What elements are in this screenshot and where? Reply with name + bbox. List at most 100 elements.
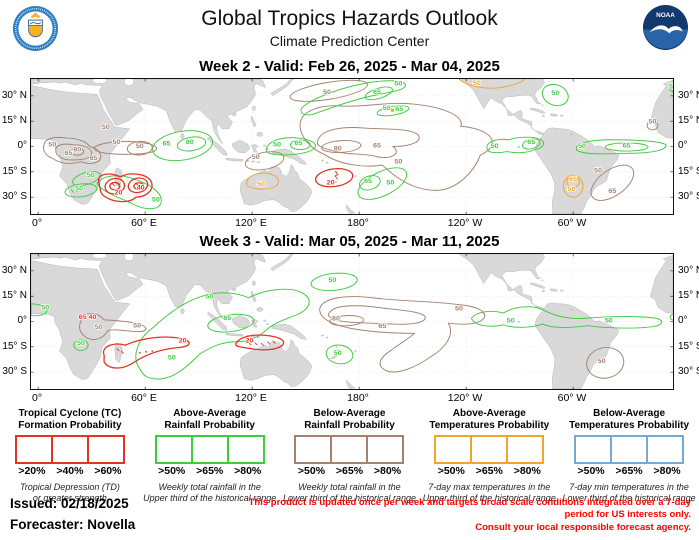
contour-label: 50 (394, 81, 402, 88)
legend-item-tc-formation: Tropical Cyclone (TC) Formation Probabili… (0, 408, 140, 503)
lat-label: 15° S (2, 166, 27, 177)
legend-title: Above-Average Rainfall Probability (164, 408, 255, 431)
legend-thresholds: >50% >65% >80% (577, 465, 681, 477)
contour-label: 50 (257, 181, 265, 188)
week2-title: Week 2 - Valid: Feb 26, 2025 - Mar 04, 2… (199, 58, 500, 75)
legend-item-above-rainfall: Above-Average Rainfall Probability >50% >6… (140, 408, 280, 503)
contour-label: 20 (114, 190, 122, 197)
contour-label: 50 (328, 277, 336, 284)
contour-label: 50 (334, 350, 342, 357)
lat-label: 15° N (678, 290, 699, 301)
week3-lon-axis: 0° 60° E 120° E 180° 120° W 60° W (0, 391, 699, 405)
lat-label: 30° S (678, 366, 699, 377)
lat-label: 0° (678, 140, 688, 151)
lon-label: 120° W (447, 217, 483, 229)
contour-label: 50 (113, 139, 121, 146)
tc-probability-box (14, 435, 125, 464)
lat-label: 15° S (678, 341, 699, 352)
contour-label: 65 (223, 315, 231, 322)
week2-map: 30° N 15° N 0° 15° S 30° S (0, 78, 699, 215)
contour-label: 50 (136, 143, 144, 150)
lon-label: 60° W (557, 217, 587, 229)
contour-label: 65 (569, 176, 577, 183)
legend-thresholds: >50% >65% >80% (297, 465, 402, 477)
contour-label: 50 (77, 340, 85, 347)
lon-label: 120° E (235, 392, 267, 404)
legend-item-above-temps: Above-Average Temperatures Probability >5… (419, 408, 559, 503)
lon-label: 180° (347, 392, 369, 404)
lat-label: 0° (678, 315, 688, 326)
lat-label: 30° N (1, 265, 27, 276)
lon-label: 60° E (131, 392, 157, 404)
legend-note: 7-day max temperatures in the Upper third… (422, 482, 556, 503)
lat-label: 15° N (1, 115, 27, 126)
contour-label: 40 (89, 314, 97, 321)
legend-thresholds: >50% >65% >80% (437, 465, 541, 477)
legend-note: 7-day min temperatures in the Lower third… (562, 482, 696, 503)
contour-label: 65 (89, 155, 97, 162)
legend-note: Weekly total rainfall in the Lower third … (282, 482, 417, 503)
contour-label: 50 (598, 358, 606, 365)
forecaster-name: Forecaster: Novella (10, 517, 136, 532)
contour-label: 65 (395, 106, 403, 113)
contour-label: 50 (273, 142, 281, 149)
week2-plot: 50 50 65 80 65 50 50 50 50 80 65 50 50 65 50 65 80 50 65 50… (30, 78, 674, 215)
lon-label: 0° (31, 217, 43, 229)
contour-label: 50 (48, 142, 56, 149)
contour-label: 50 (594, 168, 602, 175)
contour-label: 65 (64, 150, 72, 157)
week3-plot: 50 50 50 65 50 50 50 50 50 50 50 80 65 50 50 65 40 20 20 (30, 253, 674, 390)
noaa-logo-icon: NOAA (642, 4, 689, 51)
above-temp-probability-box (434, 435, 545, 464)
contour-label: 50 (567, 186, 575, 193)
contour-label: 50 (386, 180, 394, 187)
lat-label: 15° S (678, 166, 699, 177)
lat-label: 30° S (2, 191, 27, 202)
lon-label: 0° (31, 392, 43, 404)
lat-label: 30° N (1, 90, 27, 101)
contour-label: 20 (327, 180, 335, 187)
contour-label: 40 (137, 185, 145, 192)
contour-label: 50 (168, 355, 176, 362)
week3-title: Week 3 - Valid: Mar 05, 2025 - Mar 11, 2… (199, 233, 500, 250)
lat-label: 15° S (2, 341, 27, 352)
contour-label: 80 (186, 139, 194, 146)
page-title: Global Tropics Hazards Outlook (201, 7, 498, 30)
contour-label: 50 (578, 143, 586, 150)
legend-title: Above-Average Temperatures Probability (429, 408, 550, 431)
legend-item-below-rainfall: Below-Average Rainfall Probability >50% >6… (280, 408, 420, 503)
contour-label: 50 (323, 89, 331, 96)
legend-title: Below-Average Rainfall Probability (304, 408, 395, 431)
contour-label: 50 (669, 83, 673, 90)
week3-map: 30° N 15° N 0° 15° S 30° S (0, 253, 699, 390)
legend: Tropical Cyclone (TC) Formation Probabili… (0, 408, 699, 503)
contour-label: 80 (334, 146, 342, 153)
above-rain-probability-box (154, 435, 265, 464)
legend-note: Tropical Depression (TD) or greater stren… (19, 482, 120, 503)
contour-label: 50 (383, 105, 391, 112)
lat-label: 30° S (2, 366, 27, 377)
contour-label: 20 (245, 338, 253, 345)
lon-label: 180° (347, 217, 369, 229)
lat-label: 30° N (678, 265, 699, 276)
legend-thresholds: >50% >65% >80% (158, 465, 262, 477)
below-temp-probability-box (574, 435, 685, 464)
lon-label: 60° E (131, 217, 157, 229)
week2-lon-axis: 0° 60° E 120° E 180° 120° W 60° W (0, 216, 699, 230)
disclaimer-text: This product is updated once per week an… (248, 497, 691, 533)
legend-thresholds: >20% >40% >60% (18, 465, 122, 477)
legend-title: Below-Average Temperatures Probability (569, 408, 690, 431)
below-rain-probability-box (294, 435, 405, 464)
lat-label: 30° S (678, 191, 699, 202)
contour-label: 50 (152, 196, 160, 203)
contour-label: 50 (205, 294, 213, 301)
contour-label: 65 (364, 178, 372, 185)
contour-label: 50 (649, 119, 657, 126)
doc-seal-icon (12, 5, 59, 52)
contour-label: 65 (373, 142, 381, 149)
contour-label: 65 (79, 314, 87, 321)
contour-label: 50 (605, 317, 613, 324)
